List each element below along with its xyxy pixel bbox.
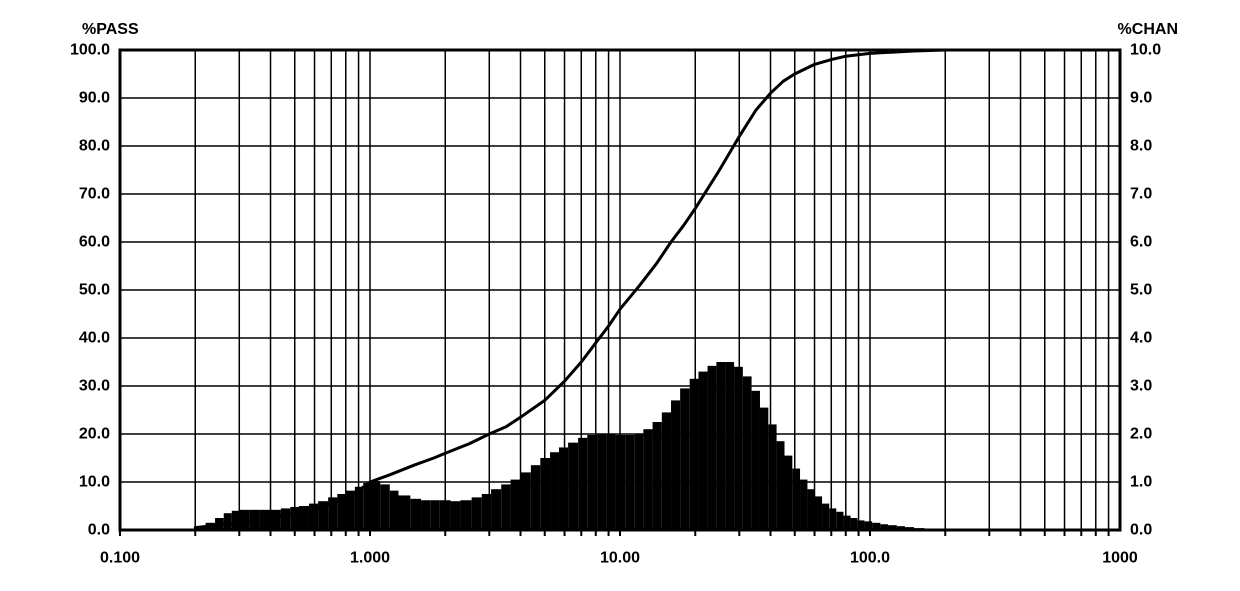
svg-text:0.0: 0.0 xyxy=(88,522,110,539)
svg-text:80.0: 80.0 xyxy=(79,138,110,155)
svg-text:%CHAN: %CHAN xyxy=(1118,21,1178,38)
svg-text:1.0: 1.0 xyxy=(1130,474,1152,491)
svg-text:1000: 1000 xyxy=(1102,549,1138,566)
psd-chart: 0.0 10.0 20.0 30.0 40.0 50.0 60.0 70.0 80.0 90.0 1… xyxy=(20,20,1220,570)
svg-text:10.00: 10.00 xyxy=(600,549,640,566)
chart-svg: 0.0 10.0 20.0 30.0 40.0 50.0 60.0 70.0 80.0 90.0 1… xyxy=(20,20,1220,570)
svg-text:10.0: 10.0 xyxy=(79,474,110,491)
svg-text:4.0: 4.0 xyxy=(1130,330,1152,347)
svg-text:%PASS: %PASS xyxy=(82,21,139,38)
svg-text:0.0: 0.0 xyxy=(1130,522,1152,539)
svg-text:100.0: 100.0 xyxy=(70,42,110,59)
svg-text:5.0: 5.0 xyxy=(1130,282,1152,299)
svg-text:20.0: 20.0 xyxy=(79,426,110,443)
svg-text:70.0: 70.0 xyxy=(79,186,110,203)
svg-text:6.0: 6.0 xyxy=(1130,234,1152,251)
svg-text:0.100: 0.100 xyxy=(100,549,140,566)
svg-text:100.0: 100.0 xyxy=(850,549,890,566)
svg-text:50.0: 50.0 xyxy=(79,282,110,299)
svg-text:30.0: 30.0 xyxy=(79,378,110,395)
svg-text:9.0: 9.0 xyxy=(1130,90,1152,107)
svg-text:7.0: 7.0 xyxy=(1130,186,1152,203)
svg-text:60.0: 60.0 xyxy=(79,234,110,251)
svg-text:40.0: 40.0 xyxy=(79,330,110,347)
svg-text:10.0: 10.0 xyxy=(1130,42,1161,59)
svg-text:1.000: 1.000 xyxy=(350,549,390,566)
svg-text:2.0: 2.0 xyxy=(1130,426,1152,443)
svg-text:90.0: 90.0 xyxy=(79,90,110,107)
svg-text:8.0: 8.0 xyxy=(1130,138,1152,155)
svg-text:3.0: 3.0 xyxy=(1130,378,1152,395)
